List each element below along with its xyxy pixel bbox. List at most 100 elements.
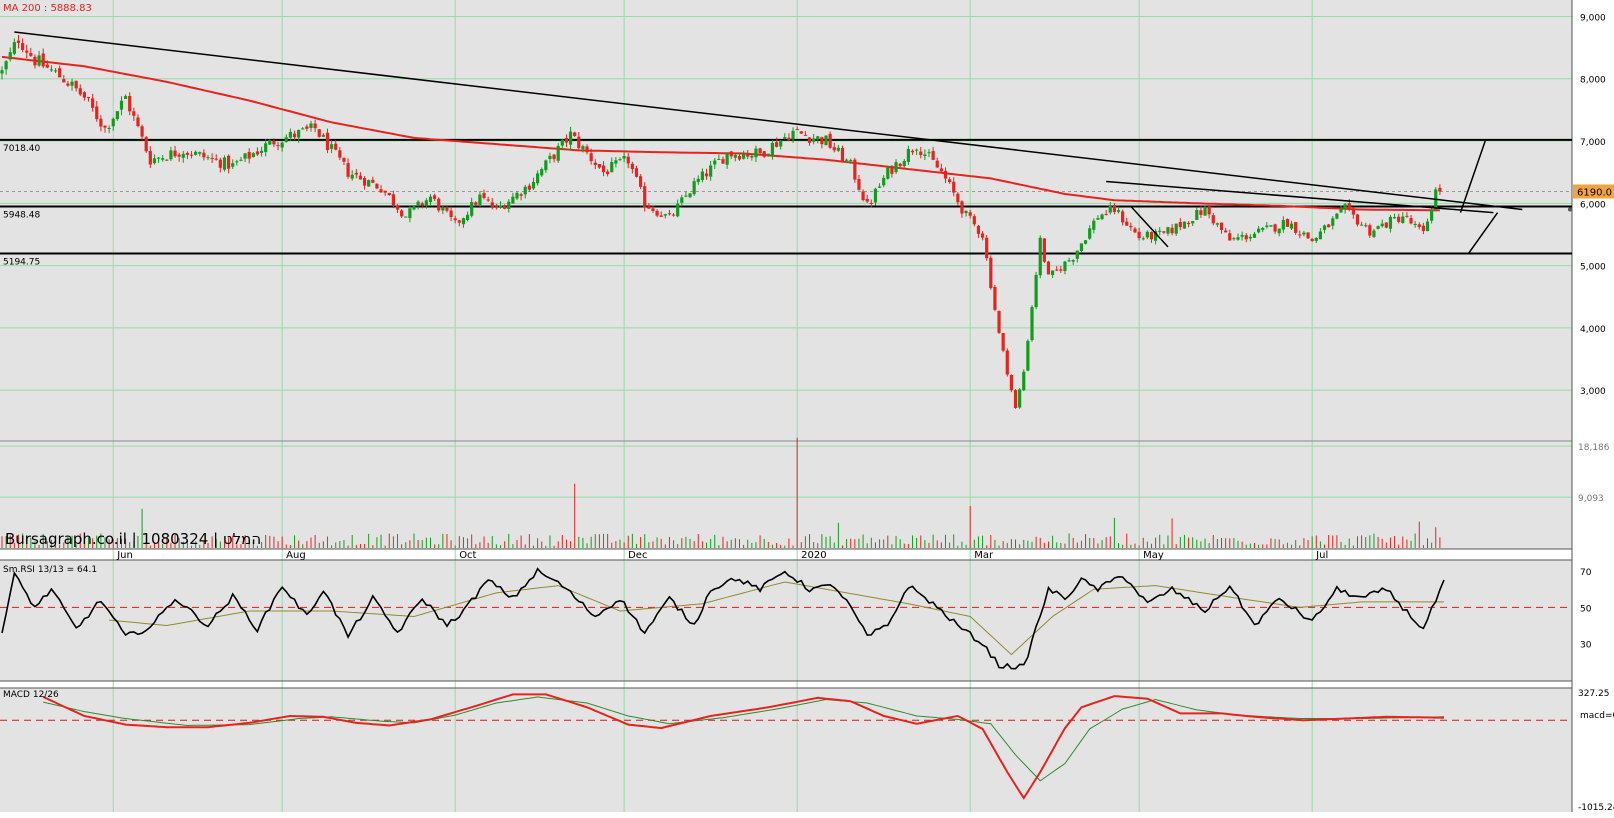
candle-body: [1182, 221, 1187, 229]
candle-body: [1405, 215, 1409, 217]
candle-body: [1273, 224, 1277, 232]
candle-body: [750, 155, 754, 158]
candle-body: [943, 170, 948, 179]
candle-body: [659, 215, 663, 217]
candle-body: [70, 81, 74, 86]
candle-body: [560, 139, 564, 146]
candle-body: [1331, 218, 1335, 226]
price-tick-label: 5,000: [1580, 263, 1606, 273]
candle-body: [902, 160, 906, 167]
candle-body: [103, 125, 107, 128]
candle-body: [1096, 218, 1100, 220]
candle-body: [824, 135, 828, 146]
candle-body: [845, 159, 849, 161]
candle-body: [799, 131, 803, 134]
candle-body: [503, 205, 507, 209]
candle-body: [853, 159, 857, 180]
candle-body: [573, 132, 577, 137]
volume-bars: [1, 437, 1441, 548]
candle-body: [371, 179, 375, 183]
candle-body: [861, 191, 865, 201]
candle-body: [1030, 307, 1034, 341]
trendline: [1468, 212, 1499, 254]
ma200-path: [1, 55, 1440, 212]
candle-body: [581, 146, 585, 150]
candle-body: [1277, 228, 1281, 234]
candle-body: [931, 151, 935, 160]
last-price-marker: [1568, 207, 1572, 212]
candle-body: [585, 146, 589, 153]
candle-body: [124, 96, 128, 99]
macd-series: [42, 693, 1445, 800]
candle-body: [1026, 340, 1030, 371]
candle-body: [433, 195, 437, 199]
candle-body: [964, 210, 968, 214]
candle-body: [107, 127, 111, 129]
rsi-label: Sm.RSI 13/13 = 64.1: [3, 565, 97, 575]
macd-panel: [0, 688, 1572, 812]
candle-body: [952, 181, 956, 193]
candle-body: [391, 194, 395, 206]
candle-body: [898, 163, 902, 167]
candle-body: [82, 92, 86, 98]
candle-body: [1215, 223, 1219, 225]
candle-body: [737, 156, 742, 160]
candle-body: [95, 106, 99, 120]
candle-body: [536, 173, 540, 184]
candle-body: [1298, 234, 1302, 236]
candle-body: [766, 153, 770, 156]
candle-body: [577, 136, 581, 149]
x-tick-label: Aug: [286, 550, 306, 561]
candle-body: [317, 129, 321, 137]
candle-body: [86, 97, 91, 99]
candle-body: [1145, 231, 1149, 238]
candle-body: [259, 150, 264, 153]
candle-body: [746, 153, 750, 157]
candle-body: [136, 117, 140, 127]
candle-body: [91, 98, 95, 108]
candle-body: [350, 174, 354, 179]
candle-body: [12, 42, 16, 54]
candle-body: [1207, 206, 1211, 215]
grid: [0, 0, 1573, 812]
candle-body: [1244, 235, 1248, 240]
candle-body: [972, 216, 976, 225]
candle-body: [671, 214, 676, 216]
volume-tick-label: 9,093: [1578, 494, 1604, 504]
candle-body: [622, 156, 626, 159]
candle-body: [1236, 237, 1240, 240]
candle-body: [667, 213, 672, 215]
candle-body: [1232, 238, 1236, 240]
price-panel: [0, 0, 1572, 549]
candle-body: [556, 146, 560, 161]
candle-body: [222, 157, 227, 170]
candle-body: [1125, 221, 1129, 226]
candle-body: [474, 202, 478, 205]
candle-body: [1306, 232, 1310, 239]
candle-body: [78, 88, 82, 95]
candle-body: [997, 311, 1001, 333]
candle-body: [1104, 214, 1108, 216]
candle-body: [1092, 220, 1096, 230]
candle-body: [601, 165, 606, 173]
candle-body: [803, 134, 807, 136]
candle-body: [1071, 260, 1075, 262]
candle-body: [993, 287, 997, 310]
candle-body: [49, 69, 54, 71]
candle-body: [762, 151, 766, 157]
candle-body: [544, 160, 548, 171]
candle-body: [915, 149, 919, 151]
candle-body: [227, 155, 231, 169]
candle-body: [923, 154, 927, 157]
candle-body: [395, 205, 400, 210]
candle-body: [680, 197, 684, 203]
candle-body: [552, 154, 556, 160]
candle-body: [832, 147, 836, 151]
candle-body: [1211, 215, 1215, 224]
candle-body: [206, 157, 210, 159]
candle-body: [548, 155, 552, 160]
candle-body: [610, 162, 614, 173]
candle-body: [614, 160, 618, 164]
candle-body: [1425, 221, 1430, 232]
